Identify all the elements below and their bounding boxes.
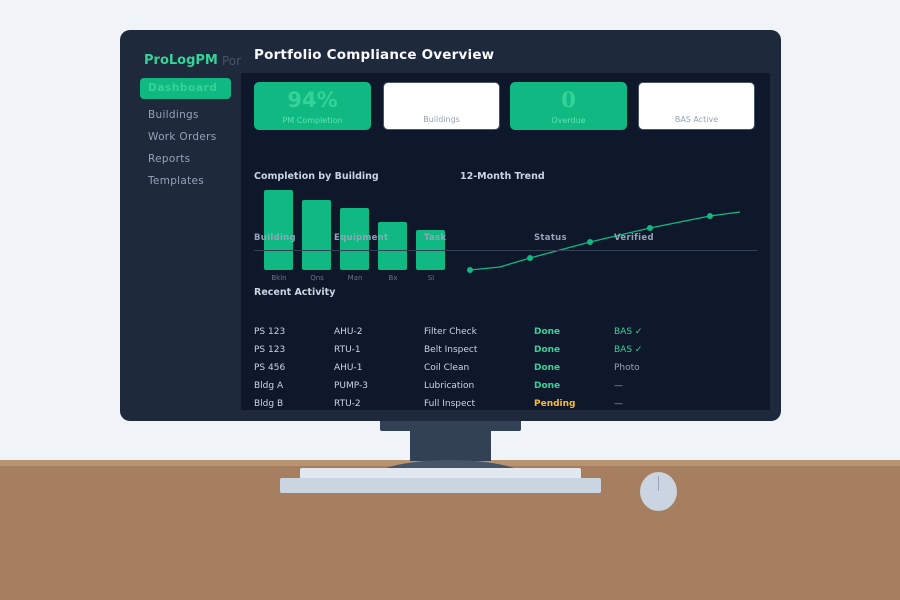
trend-point[interactable] [587,239,593,245]
recent-activity-title: Recent Activity [254,287,336,298]
status-badge: Done [534,345,561,355]
stat-label: PM Completion [282,116,343,125]
keyboard [280,478,601,493]
status-badge: Done [534,363,561,373]
sidebar-item-work-orders[interactable]: Work Orders [148,131,217,143]
status-badge: Pending [534,399,576,409]
trend-point[interactable] [527,255,533,261]
column-header-equipment: Equipment [334,233,389,243]
cell-verified: BAS ✓ [614,327,643,337]
trend-line-chart [467,211,741,273]
table-header-divider [254,250,757,251]
cell-equipment: AHU-2 [334,327,363,337]
brand-logo: ProLogPM [144,53,218,68]
page-title: Portfolio Compliance Overview [254,47,495,63]
completion-chart-title: Completion by Building [254,171,379,182]
table-row[interactable]: Bldg B RTU-2 Full Inspect Pending — [241,399,770,417]
sidebar-item-buildings[interactable]: Buildings [148,109,199,121]
table-row[interactable]: Bldg A PUMP-3 Lubrication Done — [241,381,770,399]
table-row[interactable]: PS 123 AHU-2 Filter Check Done BAS ✓ [241,327,770,345]
cell-building: Bldg A [254,381,284,391]
stat-card-bas-active[interactable]: BAS Active [638,82,755,130]
table-row[interactable]: PS 123 RTU-1 Belt Inspect Done BAS ✓ [241,345,770,363]
cell-task: Coil Clean [424,363,470,373]
mouse [640,472,677,511]
cell-equipment: AHU-1 [334,363,363,373]
cell-task: Lubrication [424,381,475,391]
cell-task: Filter Check [424,327,477,337]
stat-card-overdue[interactable]: 0 Overdue [510,82,627,130]
bar-label: Man [347,274,363,282]
column-header-task: Task [424,233,447,243]
trend-point[interactable] [647,225,653,231]
cell-equipment: PUMP-3 [334,381,368,391]
column-header-status: Status [534,233,567,243]
bar-label: Qns [310,274,324,282]
stat-card-buildings[interactable]: Buildings [383,82,500,130]
monitor-screen: ProLogPM Portfolio Dashboard Buildings W… [120,30,781,421]
keyboard-top [300,468,581,481]
stat-value: 0 [561,87,576,112]
cell-verified: BAS ✓ [614,345,643,355]
sidebar-item-dashboard[interactable]: Dashboard [140,78,231,99]
bar-man[interactable] [340,208,369,270]
cell-equipment: RTU-2 [334,399,361,409]
brand-subtitle: Portfolio [222,54,241,68]
bar-qns[interactable] [302,200,331,270]
sidebar-item-templates[interactable]: Templates [148,175,205,187]
status-badge: Done [534,327,561,337]
sidebar-item-reports[interactable]: Reports [148,153,191,165]
status-badge: Done [534,381,561,391]
stat-label: Buildings [423,115,460,124]
bar-bkln[interactable] [264,190,293,270]
table-row[interactable]: PS 456 AHU-1 Coil Clean Done Photo [241,363,770,381]
stat-label: Overdue [551,116,586,125]
mouse-divider [658,476,659,491]
cell-building: Bldg B [254,399,284,409]
stat-label: BAS Active [674,115,719,124]
stat-card-pm-completion[interactable]: 94% PM Completion [254,82,371,130]
cell-building: PS 456 [254,363,286,373]
trend-point[interactable] [707,213,713,219]
cell-task: Belt Inspect [424,345,478,355]
column-header-verified: Verified [614,233,654,243]
column-header-building: Building [254,233,296,243]
bar-label: SI [427,274,435,282]
monitor-stand-bracket [380,420,521,431]
bar-bx[interactable] [378,222,407,270]
monitor-stand-neck [410,431,491,461]
trend-chart-title: 12-Month Trend [460,171,545,182]
cell-building: PS 123 [254,345,286,355]
bar-label: Bkln [271,274,287,282]
stat-value: 94% [287,88,338,112]
sidebar: Dashboard Buildings Work Orders Reports … [140,78,240,192]
cell-task: Full Inspect [424,399,476,409]
cell-building: PS 123 [254,327,286,337]
cell-verified: Photo [614,363,640,373]
cell-verified: — [614,381,623,391]
trend-point[interactable] [467,267,473,273]
main-content: 94% PM Completion Buildings 0 Overdue BA… [241,73,770,410]
cell-verified: — [614,399,623,409]
bar-label: Bx [388,274,398,282]
cell-equipment: RTU-1 [334,345,361,355]
trend-line [469,211,741,271]
